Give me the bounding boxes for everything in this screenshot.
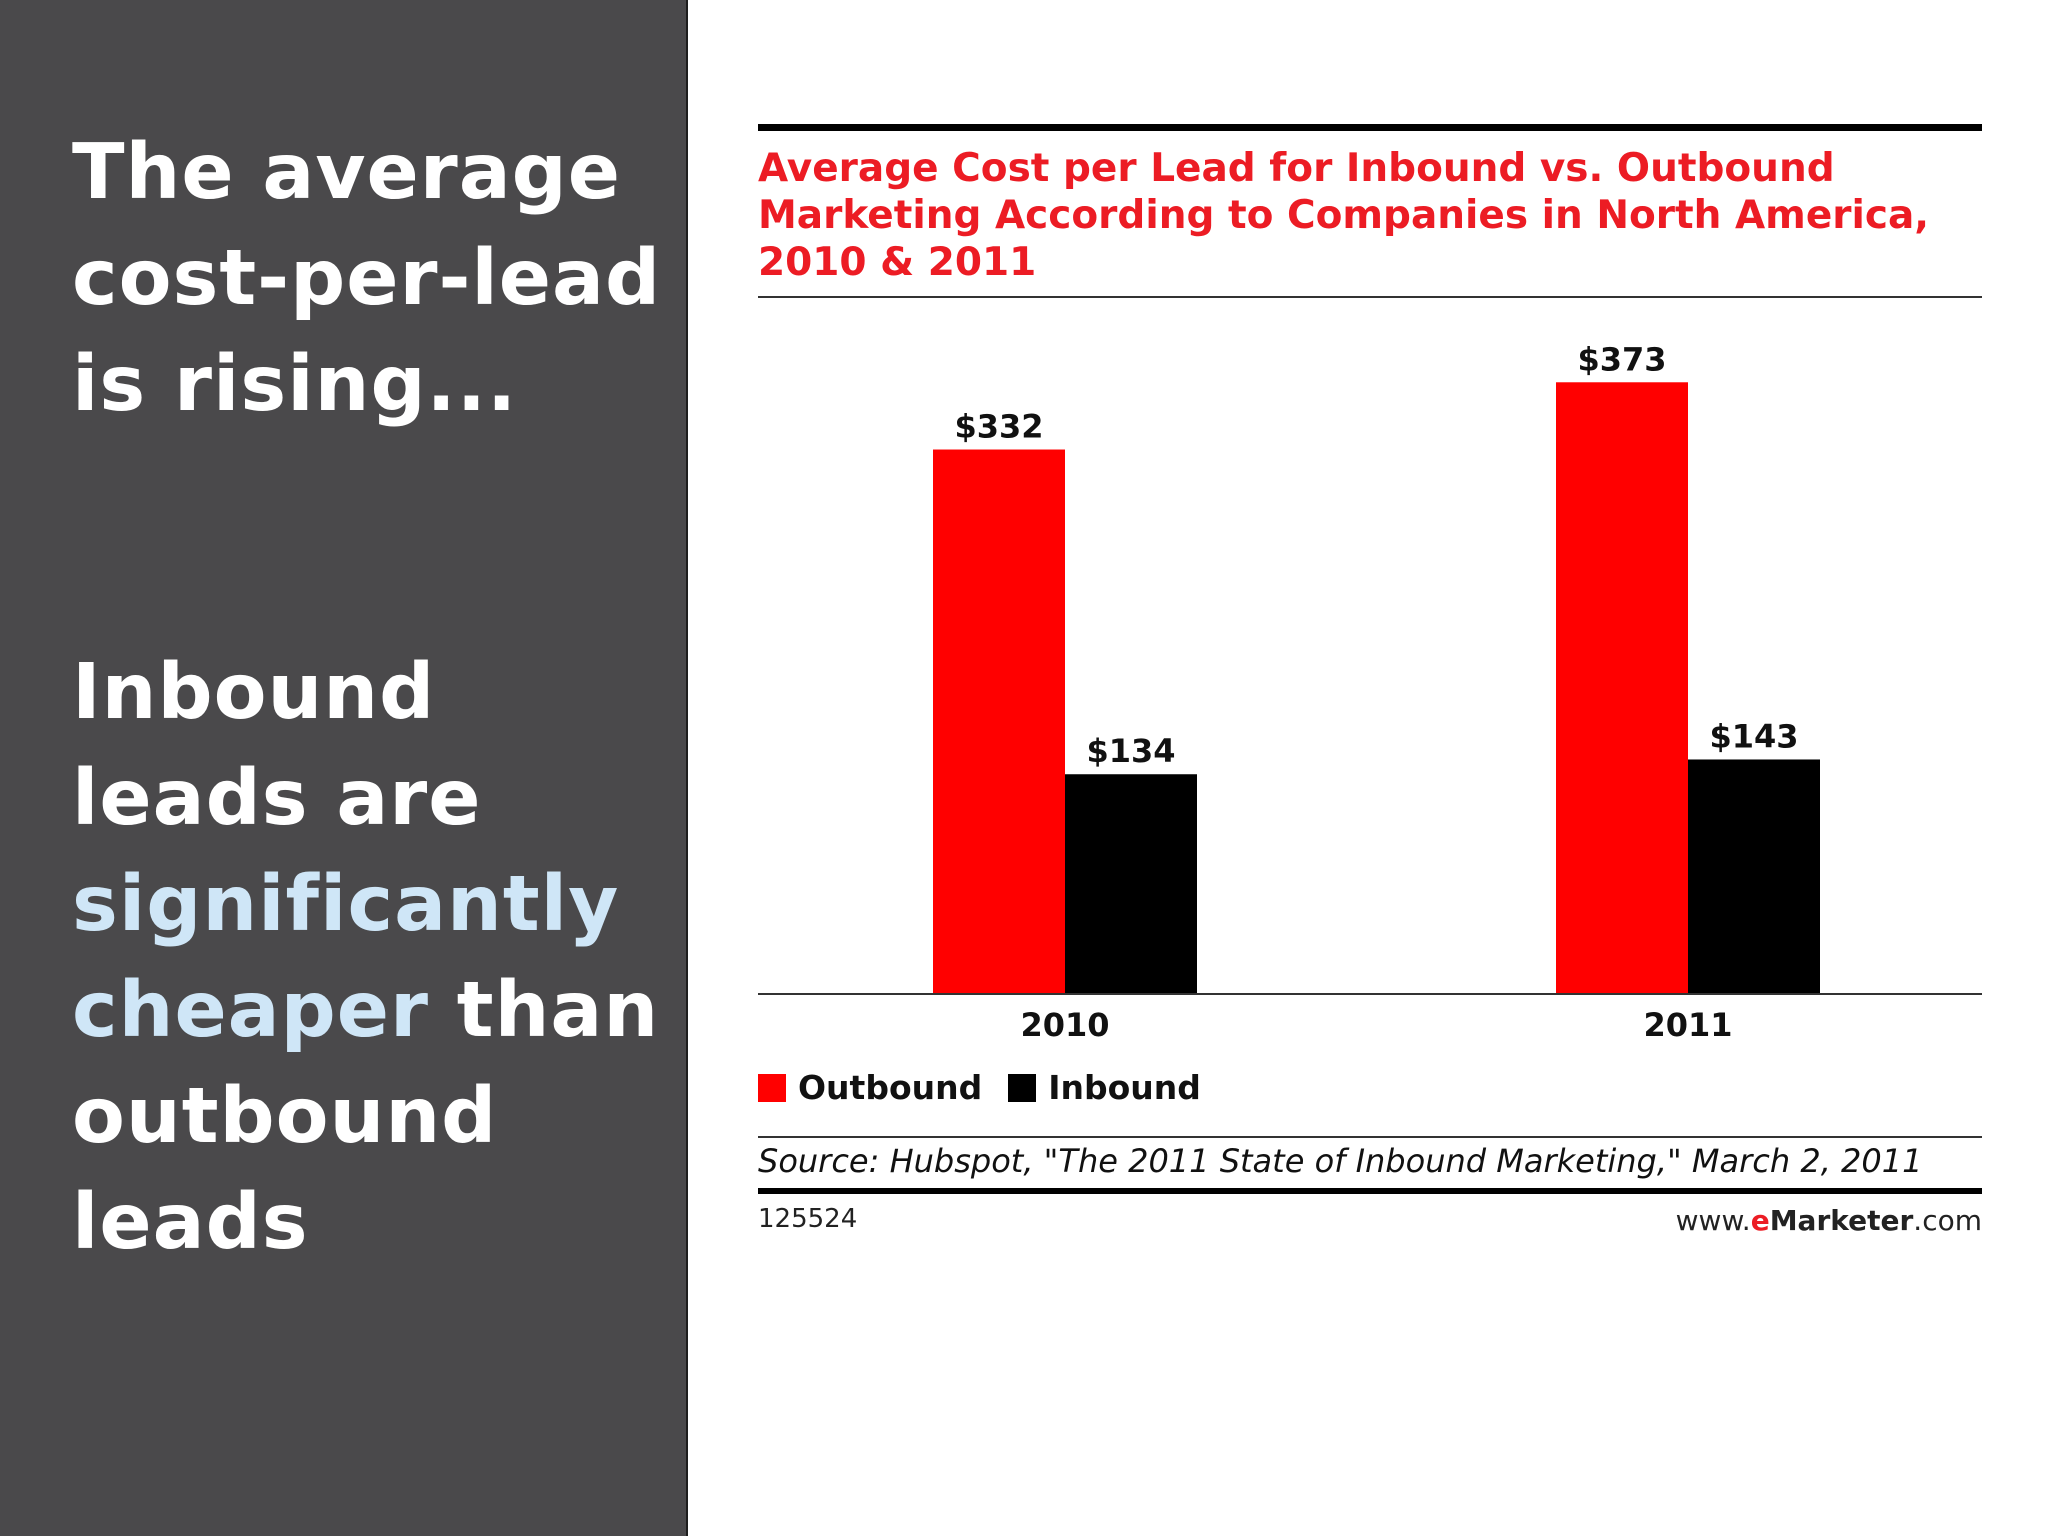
brand-prefix: www. (1675, 1204, 1751, 1237)
bar-chart: $332 $134 2010 $373 $143 2011 (758, 340, 1982, 1038)
brand-marketer: Marketer (1769, 1204, 1914, 1237)
headline-line: cost-per-lead (72, 234, 662, 323)
headline-inbound-cheaper: Inbound leads are significantly cheaper … (72, 640, 659, 1276)
brand-e: e (1750, 1204, 1770, 1237)
left-panel: The average cost-per-lead is rising... I… (0, 0, 688, 1536)
headline-line: cheaper than (72, 958, 659, 1064)
chart-id: 125524 (758, 1204, 858, 1234)
legend-item-outbound: Outbound (758, 1068, 982, 1107)
x-tick-label-2010: 2010 (1020, 1006, 1109, 1038)
chart-title: Average Cost per Lead for Inbound vs. Ou… (758, 146, 1930, 285)
legend-swatch-outbound (758, 1073, 786, 1102)
data-label-outbound-2010: $332 (954, 408, 1043, 446)
source-rule (758, 1136, 1982, 1138)
headline-line: leads (72, 1178, 309, 1267)
headline-cost-rising: The average cost-per-lead is rising... (72, 120, 661, 438)
data-label-inbound-2010: $134 (1086, 732, 1175, 770)
title-rule (758, 296, 1982, 298)
highlight-word: significantly (72, 860, 620, 949)
bar-inbound-2010 (1065, 774, 1197, 994)
highlight-word: cheaper (72, 966, 429, 1055)
bottom-rule (758, 1188, 1982, 1194)
legend-label-outbound: Outbound (798, 1068, 983, 1107)
bar-inbound-2011 (1688, 759, 1820, 994)
headline-text: than (428, 966, 660, 1055)
brand-suffix: .com (1913, 1204, 1982, 1237)
chart-legend: Outbound Inbound (758, 1068, 1211, 1107)
legend-swatch-inbound (1008, 1073, 1037, 1102)
data-label-inbound-2011: $143 (1709, 717, 1798, 755)
data-label-outbound-2011: $373 (1577, 340, 1666, 378)
top-rule (758, 124, 1982, 131)
headline-line: Inbound (72, 648, 436, 737)
headline-line: leads are (72, 754, 482, 843)
headline-line: outbound (72, 1072, 498, 1161)
headline-line: significantly (72, 852, 659, 958)
headline-line: is rising... (72, 340, 518, 429)
legend-item-inbound: Inbound (1008, 1068, 1201, 1107)
legend-label-inbound: Inbound (1048, 1068, 1201, 1107)
x-tick-label-2011: 2011 (1643, 1006, 1732, 1038)
emarketer-brand: www.eMarketer.com (1676, 1204, 1982, 1237)
chart-source: Source: Hubspot, "The 2011 State of Inbo… (758, 1142, 1923, 1180)
bar-outbound-2011 (1556, 382, 1688, 994)
headline-line: The average (72, 128, 622, 217)
chart-block: Average Cost per Lead for Inbound vs. Ou… (758, 124, 1982, 1237)
bar-outbound-2010 (933, 449, 1065, 994)
